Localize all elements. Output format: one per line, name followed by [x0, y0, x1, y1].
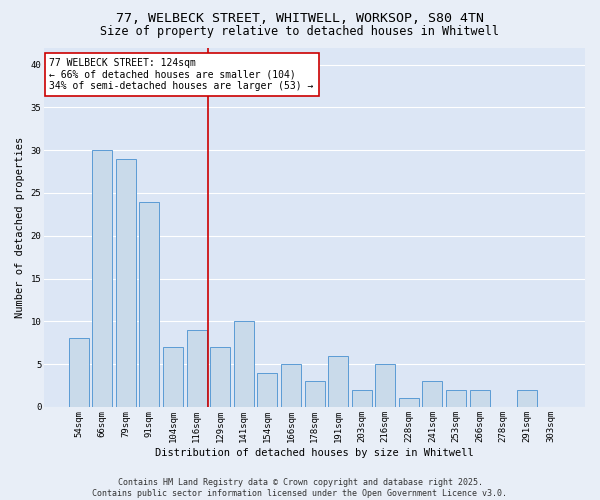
Bar — [422, 381, 442, 407]
Bar — [328, 356, 348, 407]
Bar — [116, 158, 136, 407]
Bar — [517, 390, 537, 407]
X-axis label: Distribution of detached houses by size in Whitwell: Distribution of detached houses by size … — [155, 448, 474, 458]
Bar — [68, 338, 89, 407]
Bar — [399, 398, 419, 407]
Bar — [281, 364, 301, 407]
Bar — [139, 202, 160, 407]
Text: Contains HM Land Registry data © Crown copyright and database right 2025.
Contai: Contains HM Land Registry data © Crown c… — [92, 478, 508, 498]
Text: Size of property relative to detached houses in Whitwell: Size of property relative to detached ho… — [101, 25, 499, 38]
Bar — [210, 347, 230, 407]
Bar — [352, 390, 372, 407]
Bar — [257, 372, 277, 407]
Y-axis label: Number of detached properties: Number of detached properties — [15, 136, 25, 318]
Bar — [187, 330, 206, 407]
Bar — [92, 150, 112, 407]
Bar — [234, 322, 254, 407]
Bar — [163, 347, 183, 407]
Bar — [470, 390, 490, 407]
Bar — [375, 364, 395, 407]
Bar — [305, 381, 325, 407]
Text: 77 WELBECK STREET: 124sqm
← 66% of detached houses are smaller (104)
34% of semi: 77 WELBECK STREET: 124sqm ← 66% of detac… — [49, 58, 314, 92]
Bar — [446, 390, 466, 407]
Text: 77, WELBECK STREET, WHITWELL, WORKSOP, S80 4TN: 77, WELBECK STREET, WHITWELL, WORKSOP, S… — [116, 12, 484, 26]
